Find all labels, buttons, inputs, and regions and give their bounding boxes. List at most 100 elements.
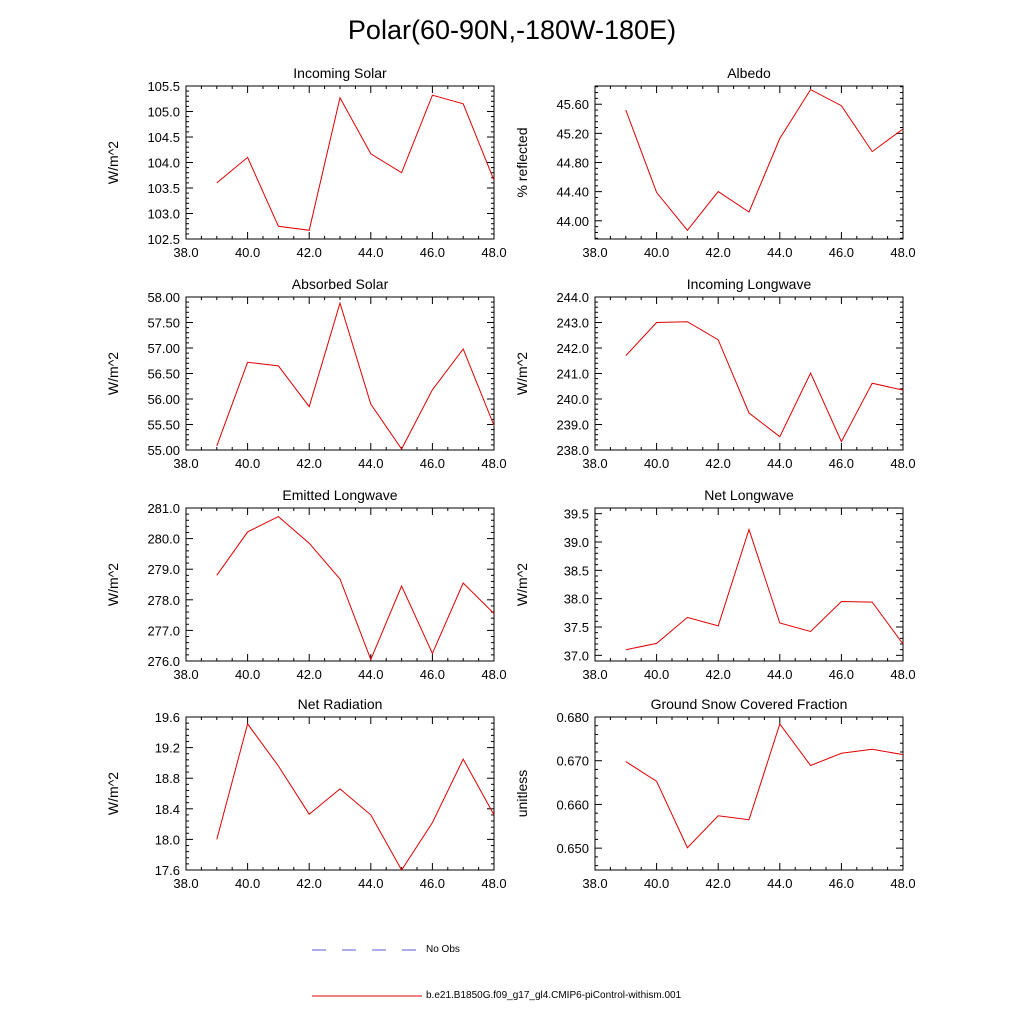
chart-title: Absorbed Solar [292,276,389,292]
y-tick-label: 238.0 [556,443,589,458]
chart-title: Net Longwave [704,487,794,503]
y-tick-label: 103.0 [147,207,180,222]
x-tick-label: 44.0 [767,667,792,682]
x-tick-label: 48.0 [481,667,506,682]
plot-frame [185,716,495,871]
chart-title: Incoming Longwave [687,276,812,292]
y-tick-label: 0.670 [556,754,589,769]
x-tick-label: 46.0 [420,876,445,891]
y-tick-label: 57.00 [147,341,180,356]
x-tick-label: 46.0 [829,667,854,682]
y-tick-label: 44.80 [556,156,589,171]
y-axis-label: unitless [514,770,530,817]
y-tick-label: 281.0 [147,501,180,516]
x-tick-label: 40.0 [644,876,669,891]
y-axis-label: W/m^2 [105,141,121,184]
x-tick-label: 42.0 [706,667,731,682]
chart-panel: Incoming Longwave W/m^2 38.0 40.0 42.0 44.0 46… [514,276,916,471]
y-axis-label: W/m^2 [514,563,530,606]
series-line [216,722,495,871]
x-tick-label: 42.0 [706,456,731,471]
series-line [216,301,495,450]
y-tick-label: 37.0 [564,648,589,663]
x-tick-label: 42.0 [297,245,322,260]
y-tick-label: 56.50 [147,367,180,382]
plot-frame [185,507,495,662]
chart-panel: Emitted Longwave W/m^2 38.0 40.0 42.0 44.0 46.… [105,487,507,682]
y-tick-label: 0.680 [556,710,589,725]
x-tick-label: 44.0 [358,245,383,260]
x-tick-label: 38.0 [582,667,607,682]
x-tick-label: 38.0 [582,245,607,260]
legend-model-label: b.e21.B1850G.f09_g17_gl4.CMIP6-piControl… [426,990,682,1001]
x-tick-label: 48.0 [890,456,915,471]
y-tick-label: 102.5 [147,232,180,247]
y-tick-label: 19.2 [155,741,180,756]
x-tick-label: 38.0 [173,667,198,682]
chart-title: Emitted Longwave [282,487,397,503]
y-tick-label: 244.0 [556,290,589,305]
x-tick-label: 44.0 [767,245,792,260]
y-tick-label: 280.0 [147,532,180,547]
y-tick-label: 104.0 [147,156,180,171]
y-axis-label: % reflected [514,127,530,197]
x-tick-label: 44.0 [767,876,792,891]
y-tick-label: 0.650 [556,841,589,856]
x-tick-label: 46.0 [420,667,445,682]
y-tick-label: 19.6 [155,710,180,725]
chart-title: Net Radiation [298,696,383,712]
plot-frame [594,716,904,871]
x-tick-label: 40.0 [644,456,669,471]
plot-frame [185,85,495,240]
y-tick-label: 39.0 [564,535,589,550]
y-axis-label: W/m^2 [514,352,530,395]
plot-frame [594,85,904,240]
x-tick-label: 48.0 [890,245,915,260]
y-tick-label: 18.4 [155,802,180,817]
y-tick-label: 104.5 [147,130,180,145]
y-tick-label: 57.50 [147,316,180,331]
y-tick-label: 239.0 [556,418,589,433]
x-tick-label: 46.0 [420,245,445,260]
legend-no-obs-label: No Obs [426,944,460,955]
y-tick-label: 37.5 [564,620,589,635]
y-tick-label: 45.20 [556,126,589,141]
y-tick-label: 45.60 [556,97,589,112]
x-tick-label: 48.0 [481,876,506,891]
y-tick-label: 38.0 [564,592,589,607]
plot-frame [594,296,904,451]
x-tick-label: 38.0 [173,245,198,260]
y-tick-label: 18.8 [155,771,180,786]
legend-no-obs-line [312,949,422,951]
x-tick-label: 40.0 [235,667,260,682]
y-tick-label: 17.6 [155,863,180,878]
chart-panel: Net Radiation W/m^2 38.0 40.0 42.0 44.0 46.0 48… [105,696,507,891]
y-tick-label: 105.0 [147,105,180,120]
chart-panel: Ground Snow Covered Fraction unitless 38.0… [514,696,916,891]
x-tick-label: 44.0 [767,456,792,471]
y-tick-label: 279.0 [147,562,180,577]
x-tick-label: 42.0 [297,876,322,891]
chart-panel: Albedo % reflected 38.0 40.0 42.0 44.0 46.0 48.… [514,65,916,260]
x-tick-label: 40.0 [644,667,669,682]
chart-title: Incoming Solar [293,65,387,81]
series-line [216,94,495,231]
y-tick-label: 278.0 [147,593,180,608]
legend-model-line [312,995,422,997]
y-tick-label: 277.0 [147,623,180,638]
y-tick-label: 105.5 [147,79,180,94]
y-tick-label: 44.40 [556,185,589,200]
y-tick-label: 55.50 [147,418,180,433]
x-tick-label: 40.0 [235,456,260,471]
x-tick-label: 48.0 [890,876,915,891]
x-tick-label: 40.0 [235,876,260,891]
page-title: Polar(60-90N,-180W-180E) [347,15,677,45]
y-tick-label: 18.0 [155,832,180,847]
x-tick-label: 48.0 [481,456,506,471]
y-tick-label: 55.00 [147,443,180,458]
chart-title: Albedo [727,65,771,81]
x-tick-label: 38.0 [582,456,607,471]
y-tick-label: 276.0 [147,654,180,669]
x-tick-label: 46.0 [829,456,854,471]
